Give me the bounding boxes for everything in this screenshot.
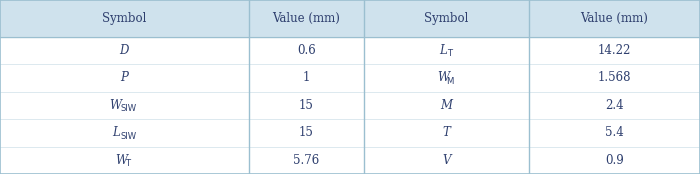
Text: V: V	[442, 154, 451, 167]
Text: Value (mm): Value (mm)	[272, 12, 340, 25]
Text: 0.6: 0.6	[297, 44, 316, 57]
Text: T: T	[442, 126, 450, 139]
Text: 15: 15	[299, 99, 314, 112]
Text: SIW: SIW	[120, 104, 136, 113]
Text: 1.568: 1.568	[598, 71, 631, 84]
Text: Symbol: Symbol	[102, 12, 146, 25]
Text: Symbol: Symbol	[424, 12, 468, 25]
Text: L: L	[112, 126, 120, 139]
Text: W: W	[438, 71, 449, 84]
Text: P: P	[120, 71, 128, 84]
Text: W: W	[116, 154, 127, 167]
Bar	[0, 37, 700, 174]
Text: Value (mm): Value (mm)	[580, 12, 648, 25]
Text: 1: 1	[302, 71, 310, 84]
Text: 5.4: 5.4	[605, 126, 624, 139]
Text: M: M	[447, 77, 454, 86]
Text: 5.76: 5.76	[293, 154, 319, 167]
Text: M: M	[440, 99, 452, 112]
Text: 14.22: 14.22	[598, 44, 631, 57]
Text: 2.4: 2.4	[605, 99, 624, 112]
Text: W: W	[110, 99, 122, 112]
Text: D: D	[120, 44, 129, 57]
Bar	[0, 0, 700, 37]
Text: SIW: SIW	[120, 132, 136, 141]
Text: 15: 15	[299, 126, 314, 139]
Text: 0.9: 0.9	[605, 154, 624, 167]
Text: T: T	[447, 49, 453, 58]
Text: L: L	[440, 44, 447, 57]
Text: T: T	[125, 159, 131, 168]
